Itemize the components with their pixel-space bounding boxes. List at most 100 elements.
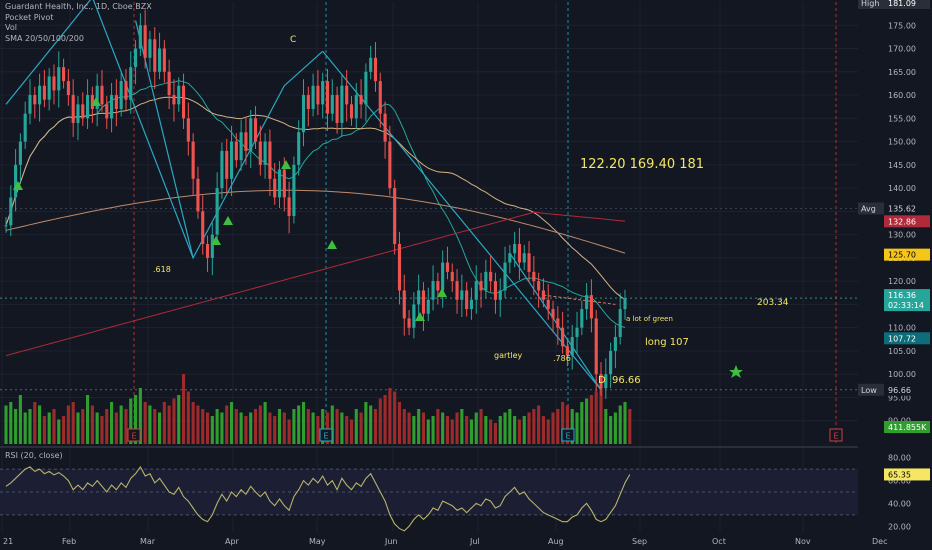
price-tick: 95.00	[888, 393, 911, 402]
candle	[62, 58, 66, 89]
candle-body	[191, 141, 195, 179]
price-level-tag: Avg 135.62	[858, 202, 930, 215]
candle	[14, 149, 18, 212]
price-level-name: High	[861, 0, 879, 8]
volume-bar	[311, 412, 315, 444]
candle-body	[297, 132, 301, 165]
volume-bar	[364, 402, 368, 444]
candle-body	[148, 39, 152, 58]
price-level-tag: 107.72	[884, 332, 930, 345]
candle-body	[609, 350, 613, 375]
volume-bar	[589, 395, 593, 444]
volume-bar	[585, 398, 589, 444]
legend-volume[interactable]: Vol	[5, 23, 17, 32]
candle-body	[220, 150, 224, 189]
time-tick: Nov	[795, 537, 811, 546]
time-axis-background	[0, 533, 932, 550]
candle-body	[210, 234, 214, 258]
candle	[589, 279, 593, 333]
price-level-name-bg	[858, 0, 884, 9]
price-tick: 170.00	[888, 45, 916, 54]
volume-bar	[407, 412, 411, 444]
time-axis[interactable]: 21 Feb Mar Apr May Jun Jul Aug Sep Oct Nov Dec	[0, 533, 932, 550]
candle-body	[493, 281, 498, 300]
candle-body	[287, 197, 291, 217]
volume-bar	[325, 412, 330, 444]
candle-body	[95, 85, 99, 110]
candle-body	[369, 57, 373, 72]
volume-bar	[28, 409, 32, 444]
grid	[0, 2, 881, 532]
volume-bar	[81, 409, 85, 444]
candle-body	[316, 85, 320, 105]
earnings-box	[319, 428, 333, 442]
annotation-text: 203.34	[757, 298, 789, 308]
candle	[388, 125, 392, 196]
candle	[335, 86, 339, 134]
volume-bar	[301, 402, 306, 444]
candle-body	[52, 76, 56, 91]
candle-body	[565, 346, 569, 356]
volume-bar	[522, 416, 526, 444]
candle	[244, 116, 248, 165]
candlesticks[interactable]	[4, 9, 627, 399]
candle	[407, 310, 411, 336]
volume-bar	[220, 412, 224, 444]
price-level-bg	[884, 289, 930, 302]
candle-body	[14, 164, 18, 198]
candle	[580, 300, 584, 336]
volume-bar	[119, 405, 123, 444]
candle	[47, 68, 51, 111]
candle-body	[508, 253, 512, 263]
price-tick: 145.00	[888, 161, 916, 170]
legend-rsi[interactable]: RSI (20, close)	[5, 451, 63, 460]
candle	[369, 45, 373, 80]
candle	[157, 32, 162, 80]
rsi-value-bg	[884, 468, 930, 481]
candle-body	[474, 281, 478, 300]
candle-body	[38, 85, 42, 105]
earnings-label: E	[833, 432, 838, 441]
volume-bar	[450, 419, 454, 444]
candle-body	[225, 150, 229, 179]
earnings-label: E	[323, 432, 328, 441]
candle-body	[253, 118, 258, 142]
volume-bar	[244, 416, 248, 444]
candle-body	[484, 271, 488, 291]
candle	[138, 13, 142, 56]
volume-bar	[191, 402, 195, 444]
pocket-pivot-triangle	[281, 160, 291, 169]
legend-symbol[interactable]: Guardant Health, Inc., 1D, Cboe BZX	[5, 2, 152, 11]
candle-body	[273, 178, 277, 198]
candle	[148, 30, 152, 72]
candle-body	[421, 290, 426, 314]
price-tick: 175.00	[888, 21, 916, 30]
candle	[249, 109, 253, 169]
price-tick: 120.00	[888, 277, 916, 286]
price-tick: 160.00	[888, 91, 916, 100]
legend-sma[interactable]: SMA 20/50/100/200	[5, 33, 84, 43]
volume-bar	[148, 405, 152, 444]
volume-bar	[513, 416, 517, 444]
volume-bar	[172, 398, 176, 444]
candle	[383, 101, 387, 159]
volume-bar	[373, 409, 378, 444]
candle-body	[205, 243, 210, 258]
candle-body	[460, 290, 464, 300]
candle	[153, 27, 157, 90]
pattern-line	[322, 50, 602, 391]
volume-bar	[167, 405, 171, 444]
candle	[450, 263, 454, 292]
candle	[9, 185, 13, 237]
volume-bar	[268, 412, 272, 444]
volume-bar	[9, 402, 13, 444]
volume-bar	[349, 419, 354, 444]
candle	[105, 95, 109, 130]
price-axis[interactable]: 90.0095.00100.00105.00110.00115.00120.00…	[858, 0, 932, 550]
legend-pocket-pivot[interactable]: Pocket Pivot	[5, 12, 54, 22]
candle	[220, 142, 224, 199]
volume-bar	[623, 402, 627, 444]
